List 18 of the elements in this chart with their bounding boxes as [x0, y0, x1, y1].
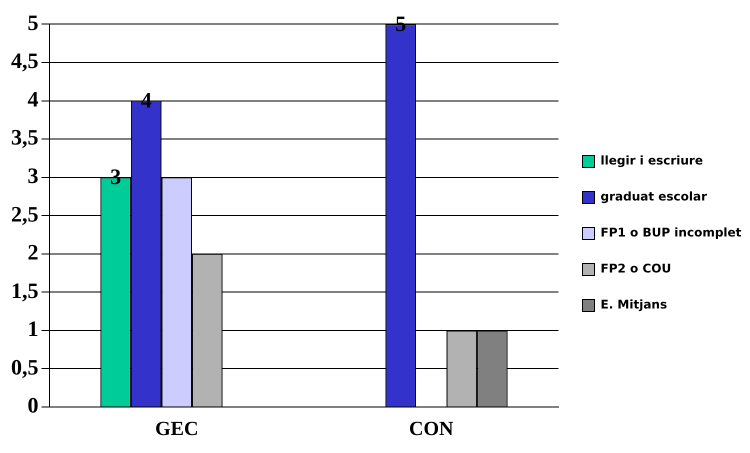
y-tick-label: 1: [28, 316, 38, 342]
y-tick-label: 4,5: [11, 48, 38, 74]
y-tick-label: 1,5: [11, 278, 38, 303]
y-tick-label: 2,5: [11, 201, 38, 226]
y-tick-label: 3,5: [11, 124, 38, 150]
x-tick-label: CON: [409, 418, 454, 440]
y-tick-label: 3: [28, 163, 38, 188]
y-tick-label: 2: [28, 240, 38, 265]
legend-label: E. Mitjans: [600, 298, 668, 312]
y-tick-label: 4: [28, 86, 38, 112]
x-tick-label: GEC: [155, 418, 198, 440]
legend-label: FP1 o BUP incomplet: [600, 226, 742, 240]
legend-label: llegir i escriure: [600, 154, 703, 168]
legend-label: graduat escolar: [600, 190, 708, 204]
y-tick-label: 0,5: [11, 354, 38, 380]
y-tick-label: 0: [28, 392, 38, 418]
y-tick-label: 5: [28, 10, 38, 35]
legend-label: FP2 o COU: [600, 262, 672, 276]
